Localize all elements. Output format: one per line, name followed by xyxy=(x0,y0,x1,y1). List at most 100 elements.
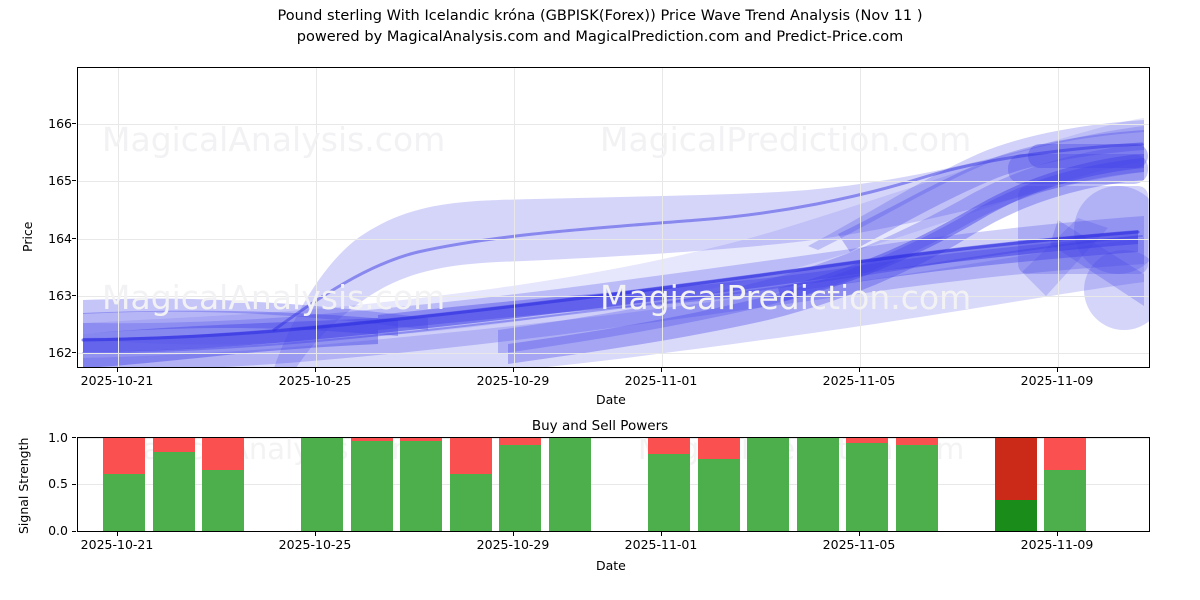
tick-sx-4 xyxy=(859,532,860,536)
tick-y-166 xyxy=(72,123,76,124)
tick-y-162 xyxy=(72,352,76,353)
tick-sx-0 xyxy=(117,532,118,536)
signal-chart-title: Buy and Sell Powers xyxy=(531,418,669,434)
tick-x-p0 xyxy=(117,368,118,372)
signal-bar[interactable] xyxy=(1044,438,1086,531)
sell-power-segment xyxy=(995,438,1037,501)
signal-bar[interactable] xyxy=(351,438,393,531)
signal-bar[interactable] xyxy=(648,438,690,531)
tick-y-164 xyxy=(72,238,76,239)
sell-power-segment xyxy=(846,438,888,443)
page-subtitle: powered by MagicalAnalysis.com and Magic… xyxy=(296,29,904,45)
gridline-s-1.0 xyxy=(78,438,1149,439)
ytick-166: 166 xyxy=(48,116,72,131)
buy-power-segment xyxy=(351,440,393,531)
buy-power-segment xyxy=(648,453,690,531)
signal-bar[interactable] xyxy=(747,438,789,531)
signal-bar[interactable] xyxy=(896,438,938,531)
signal-bar[interactable] xyxy=(499,438,541,531)
price-wave-bands xyxy=(81,118,1149,367)
tick-x-p2 xyxy=(513,368,514,372)
sell-power-segment xyxy=(103,438,145,475)
tick-y-165 xyxy=(72,180,76,181)
price-y-axis-label: Price xyxy=(20,221,35,253)
ytick-165: 165 xyxy=(48,173,72,188)
gridline-x-2025-11-05 xyxy=(860,68,861,367)
gridline-y-166 xyxy=(78,124,1149,125)
signal-y-axis-label: Signal Strength xyxy=(16,437,31,534)
signal-bar[interactable] xyxy=(301,438,343,531)
signal-bar[interactable] xyxy=(995,438,1037,531)
buy-power-segment xyxy=(103,474,145,531)
buy-power-segment xyxy=(499,444,541,531)
gridline-x-2025-10-29 xyxy=(514,68,515,367)
buy-power-segment xyxy=(698,459,740,531)
xtick-signal-4: 2025-11-05 xyxy=(822,537,896,552)
gridline-y-164 xyxy=(78,239,1149,240)
sell-power-segment xyxy=(499,438,541,445)
price-x-axis-label: Date xyxy=(596,392,626,407)
gridline-y-163 xyxy=(78,296,1149,297)
signal-bar[interactable] xyxy=(797,438,839,531)
gridline-y-165 xyxy=(78,181,1149,182)
sell-power-segment xyxy=(698,438,740,460)
xtick-price-4: 2025-11-05 xyxy=(822,373,896,388)
signal-bar[interactable] xyxy=(846,438,888,531)
buy-power-segment xyxy=(797,438,839,531)
xtick-signal-0: 2025-10-21 xyxy=(80,537,154,552)
xtick-price-1: 2025-10-25 xyxy=(278,373,352,388)
gridline-s-0.5 xyxy=(78,484,1149,485)
signal-bar[interactable] xyxy=(698,438,740,531)
tick-y-163 xyxy=(72,295,76,296)
signal-bar[interactable] xyxy=(400,438,442,531)
sell-power-segment xyxy=(202,438,244,470)
sell-power-segment xyxy=(400,438,442,441)
sell-power-segment xyxy=(648,438,690,454)
price-wave-chart: MagicalAnalysis.com MagicalPrediction.co… xyxy=(77,67,1150,368)
tick-sx-1 xyxy=(315,532,316,536)
buy-power-segment xyxy=(153,451,195,531)
sell-power-segment xyxy=(351,438,393,441)
signal-bar[interactable] xyxy=(153,438,195,531)
signal-x-axis-label: Date xyxy=(596,558,626,573)
buy-power-segment xyxy=(896,445,938,531)
buy-power-segment xyxy=(1044,469,1086,531)
sell-power-segment xyxy=(450,438,492,475)
xtick-signal-3: 2025-11-01 xyxy=(624,537,698,552)
signal-bar[interactable] xyxy=(103,438,145,531)
gridline-x-2025-10-25 xyxy=(316,68,317,367)
buy-sell-powers-chart: MagicalAnalysis.com MagicalPrediction.co… xyxy=(77,437,1150,532)
tick-sx-3 xyxy=(661,532,662,536)
signal-bar[interactable] xyxy=(450,438,492,531)
tick-sx-2 xyxy=(513,532,514,536)
signal-bar[interactable] xyxy=(549,438,591,531)
xtick-price-5: 2025-11-09 xyxy=(1020,373,1094,388)
gridline-x-2025-11-09 xyxy=(1058,68,1059,367)
buy-power-segment xyxy=(549,438,591,531)
buy-power-segment xyxy=(301,438,343,531)
chart-title-block: Pound sterling With Icelandic króna (GBP… xyxy=(0,6,1200,48)
sell-power-segment xyxy=(896,438,938,446)
tick-sy-05 xyxy=(72,484,76,485)
tick-sy-0 xyxy=(72,531,76,532)
signal-bars-layer xyxy=(78,438,1149,531)
buy-power-segment xyxy=(400,440,442,531)
sell-power-segment xyxy=(1044,438,1086,470)
buy-power-segment xyxy=(450,474,492,531)
xtick-price-2: 2025-10-29 xyxy=(476,373,550,388)
xtick-signal-1: 2025-10-25 xyxy=(278,537,352,552)
ytick-s-0.0: 0.0 xyxy=(48,523,68,538)
tick-sy-1 xyxy=(72,437,76,438)
ytick-162: 162 xyxy=(48,345,72,360)
tick-x-p5 xyxy=(1057,368,1058,372)
buy-power-segment xyxy=(747,438,789,531)
ytick-s-0.5: 0.5 xyxy=(48,476,68,491)
buy-power-segment xyxy=(995,500,1037,531)
signal-plot-area: MagicalAnalysis.com MagicalPrediction.co… xyxy=(78,438,1149,531)
sell-power-segment xyxy=(153,438,195,452)
xtick-price-0: 2025-10-21 xyxy=(80,373,154,388)
xtick-price-3: 2025-11-01 xyxy=(624,373,698,388)
signal-bar[interactable] xyxy=(202,438,244,531)
buy-power-segment xyxy=(846,442,888,531)
price-plot-area: MagicalAnalysis.com MagicalPrediction.co… xyxy=(78,68,1149,367)
